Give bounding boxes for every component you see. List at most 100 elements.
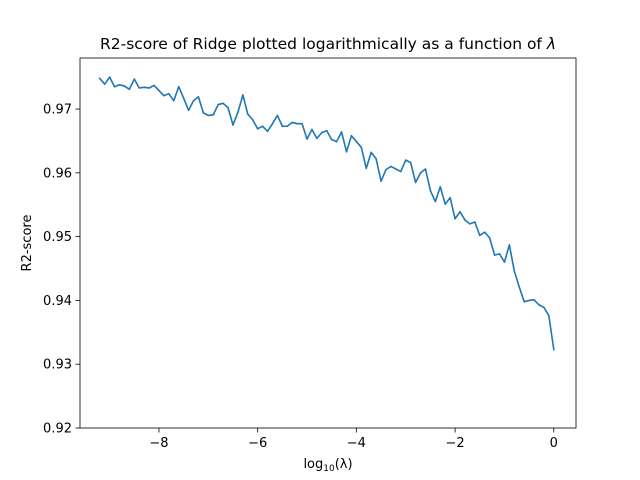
data-point <box>168 92 170 95</box>
data-point <box>281 125 284 128</box>
data-point <box>128 88 131 91</box>
data-point <box>98 77 101 80</box>
data-point <box>148 87 150 89</box>
data-point <box>483 231 486 233</box>
data-point <box>439 186 442 188</box>
data-point <box>390 165 392 168</box>
data-point <box>311 128 313 131</box>
data-point <box>493 254 496 256</box>
x-tick-label: −6 <box>248 436 267 451</box>
title-lambda-symbol: λ <box>546 35 556 53</box>
data-point <box>464 219 466 221</box>
data-point <box>474 221 476 223</box>
data-point <box>365 167 368 170</box>
data-point <box>552 348 555 351</box>
data-point <box>424 168 427 170</box>
y-tick-label: 0.94 <box>43 294 72 309</box>
data-point <box>158 89 160 92</box>
x-axis-label-subscript: 10 <box>323 464 335 474</box>
data-point <box>538 304 540 306</box>
data-point <box>488 237 491 239</box>
data-point <box>212 113 215 116</box>
data-point <box>256 128 259 130</box>
data-point <box>108 76 111 78</box>
data-point <box>202 112 205 114</box>
data-point <box>518 286 521 288</box>
y-tick-label: 0.97 <box>43 103 72 118</box>
plot-area <box>80 58 576 428</box>
data-point <box>123 85 126 87</box>
x-axis-label: log10(λ) <box>303 457 352 474</box>
data-point <box>232 124 234 126</box>
data-point <box>153 84 155 87</box>
data-point <box>242 94 244 96</box>
data-point <box>296 122 298 125</box>
data-point <box>251 119 254 121</box>
data-point <box>103 83 106 85</box>
data-point <box>385 168 387 171</box>
data-point <box>207 114 210 117</box>
data-point <box>325 129 328 132</box>
plot-frame <box>79 57 577 429</box>
ticks-layer: −8 −6 −4 −2 0 0.92 0.93 0.94 0.95 0.96 0.97 <box>43 103 558 451</box>
data-point <box>400 170 402 173</box>
data-point <box>222 102 224 105</box>
x-tick-label: 0 <box>550 436 558 451</box>
data-point <box>449 196 451 199</box>
data-point <box>237 111 239 114</box>
data-point <box>187 109 190 112</box>
data-point <box>414 181 417 184</box>
data-point <box>478 234 481 237</box>
y-tick-label: 0.96 <box>43 166 72 181</box>
x-tick-label: −2 <box>445 436 464 451</box>
data-point <box>350 135 353 137</box>
data-point <box>345 150 348 153</box>
data-point <box>375 157 377 160</box>
data-point <box>301 122 303 125</box>
data-point <box>271 122 274 125</box>
data-point <box>335 140 338 143</box>
data-point <box>261 125 264 128</box>
chart-title: R2-score of Ridge plotted logarithmicall… <box>100 35 556 53</box>
data-point <box>192 99 195 102</box>
data-point <box>316 137 318 140</box>
y-axis-label: R2-score <box>20 215 35 272</box>
y-tick-label: 0.92 <box>43 422 72 437</box>
data-point <box>513 270 516 272</box>
data-point <box>370 151 372 154</box>
data-point <box>247 113 249 115</box>
data-point <box>321 131 323 134</box>
data-point <box>113 85 116 88</box>
x-tick-label: −8 <box>149 436 168 451</box>
data-point <box>395 168 397 170</box>
data-point <box>380 180 382 182</box>
data-point <box>409 161 412 164</box>
data-point <box>118 83 121 86</box>
data-point <box>404 159 407 161</box>
data-point <box>227 106 229 109</box>
data-point <box>454 217 456 220</box>
data-point <box>434 200 437 203</box>
data-point <box>429 189 432 192</box>
data-point <box>548 314 550 317</box>
data-point <box>276 114 279 117</box>
data-point <box>355 140 358 143</box>
data-point <box>498 253 501 255</box>
y-tick-label: 0.93 <box>43 358 72 373</box>
data-point <box>217 103 219 106</box>
data-point <box>533 298 535 301</box>
data-point <box>459 210 461 213</box>
data-point <box>291 121 294 124</box>
data-point <box>419 172 422 174</box>
data-point <box>469 223 471 225</box>
data-point <box>340 131 343 133</box>
data-point <box>177 85 180 88</box>
data-point <box>286 125 289 128</box>
data-point <box>543 306 545 309</box>
x-tick-label: −4 <box>347 436 366 451</box>
points-layer <box>98 76 555 351</box>
data-point <box>197 96 200 98</box>
data-point <box>138 87 141 89</box>
data-point <box>528 299 530 302</box>
